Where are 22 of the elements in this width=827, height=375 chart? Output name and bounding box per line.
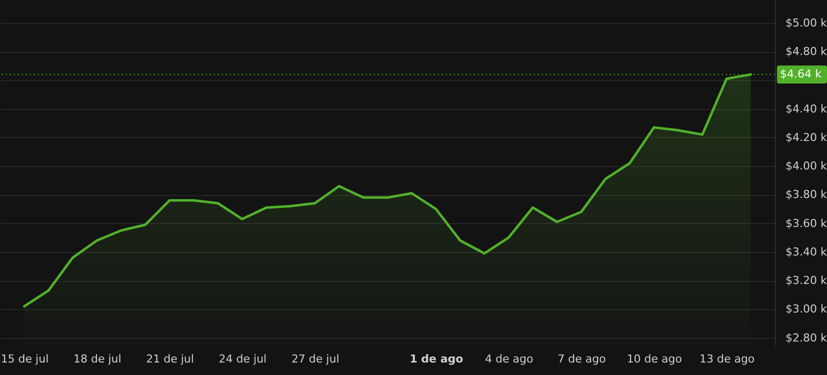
- x-tick-label: 10 de ago: [626, 352, 682, 366]
- x-tick-label: 7 de ago: [558, 352, 606, 366]
- x-tick-label: 24 de jul: [218, 352, 267, 366]
- y-tick-label: $3.60 k: [786, 216, 827, 230]
- x-tick-label: 1 de ago: [410, 352, 464, 366]
- ref-line-label: $4.64 k: [780, 67, 822, 80]
- y-tick-label: $5.00 k: [786, 16, 827, 30]
- y-tick-label: $4.40 k: [786, 102, 827, 116]
- y-tick-label: $3.00 k: [786, 302, 827, 316]
- y-tick-label: $3.40 k: [786, 245, 827, 258]
- x-tick-label: 4 de ago: [484, 352, 534, 366]
- x-tick-label: 13 de ago: [699, 352, 755, 366]
- y-tick-label: $2.80 k: [786, 331, 827, 344]
- x-tick-label: 18 de jul: [73, 352, 122, 366]
- x-tick-label: 15 de jul: [0, 352, 49, 366]
- y-tick-label: $4.80 k: [786, 45, 827, 58]
- y-tick-label: $4.00 k: [786, 160, 827, 173]
- y-tick-label: $3.80 k: [786, 188, 827, 202]
- y-tick-label: $4.20 k: [786, 130, 827, 144]
- y-tick-label: $3.20 k: [786, 274, 827, 288]
- x-tick-label: 27 de jul: [291, 352, 340, 366]
- x-tick-label: 21 de jul: [146, 352, 194, 366]
